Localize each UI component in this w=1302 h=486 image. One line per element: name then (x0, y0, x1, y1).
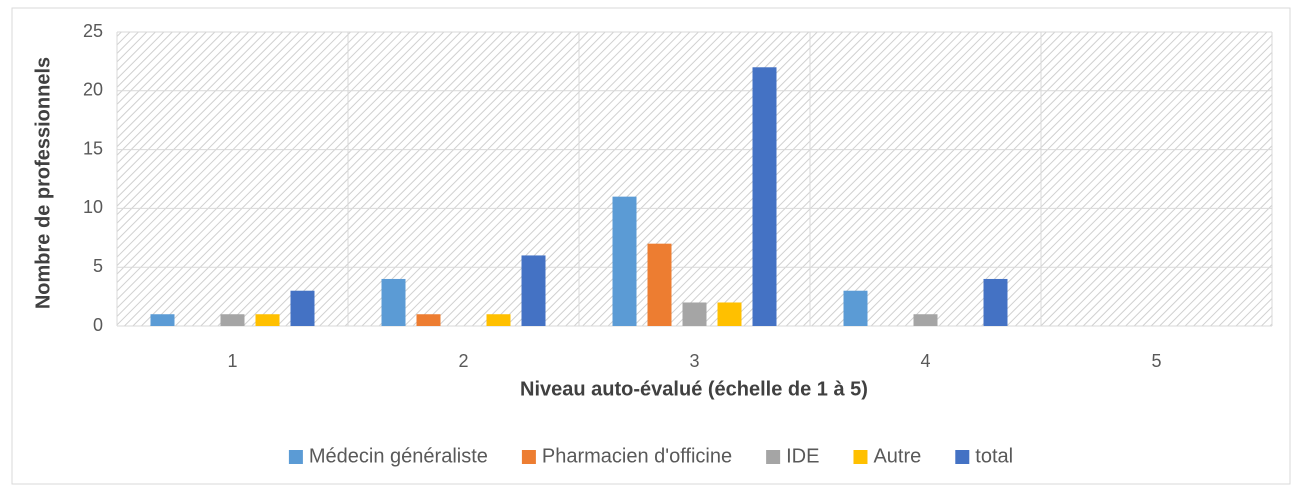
legend-label: Pharmacien d'officine (542, 445, 732, 467)
bar (983, 278, 1008, 326)
legend-swatch (288, 450, 303, 464)
bar (717, 302, 742, 326)
x-tick-label: 5 (1151, 351, 1161, 371)
bar (682, 302, 707, 326)
y-tick-label: 0 (93, 315, 103, 335)
bar (220, 314, 245, 326)
y-axis-title: Nombre de professionnels (32, 57, 54, 309)
legend-label: IDE (786, 445, 819, 467)
plot-area (117, 32, 1272, 326)
legend-swatch (853, 450, 868, 464)
bar (486, 314, 511, 326)
bar (416, 314, 441, 326)
x-tick-label: 2 (458, 351, 468, 371)
bar (521, 255, 546, 326)
bar (843, 290, 868, 326)
legend-label: Médecin généraliste (309, 445, 488, 467)
legend-swatch (955, 450, 970, 464)
bar (913, 314, 938, 326)
legend-label: total (975, 445, 1013, 467)
x-tick-label: 4 (920, 351, 930, 371)
bar (255, 314, 280, 326)
bar (612, 196, 637, 326)
x-tick-label: 1 (227, 351, 237, 371)
legend-label: Autre (873, 445, 921, 467)
bar (381, 278, 406, 326)
y-tick-label: 20 (83, 80, 103, 100)
bar (752, 67, 777, 326)
bar (150, 314, 175, 326)
y-tick-label: 10 (83, 197, 103, 217)
bar (290, 290, 315, 326)
bar (647, 243, 672, 326)
x-tick-label: 3 (689, 351, 699, 371)
legend-swatch (766, 450, 781, 464)
y-tick-label: 5 (93, 256, 103, 276)
y-tick-label: 15 (83, 138, 103, 158)
x-axis-title: Niveau auto-évalué (échelle de 1 à 5) (520, 378, 868, 400)
y-tick-label: 25 (83, 21, 103, 41)
legend-swatch (521, 450, 536, 464)
